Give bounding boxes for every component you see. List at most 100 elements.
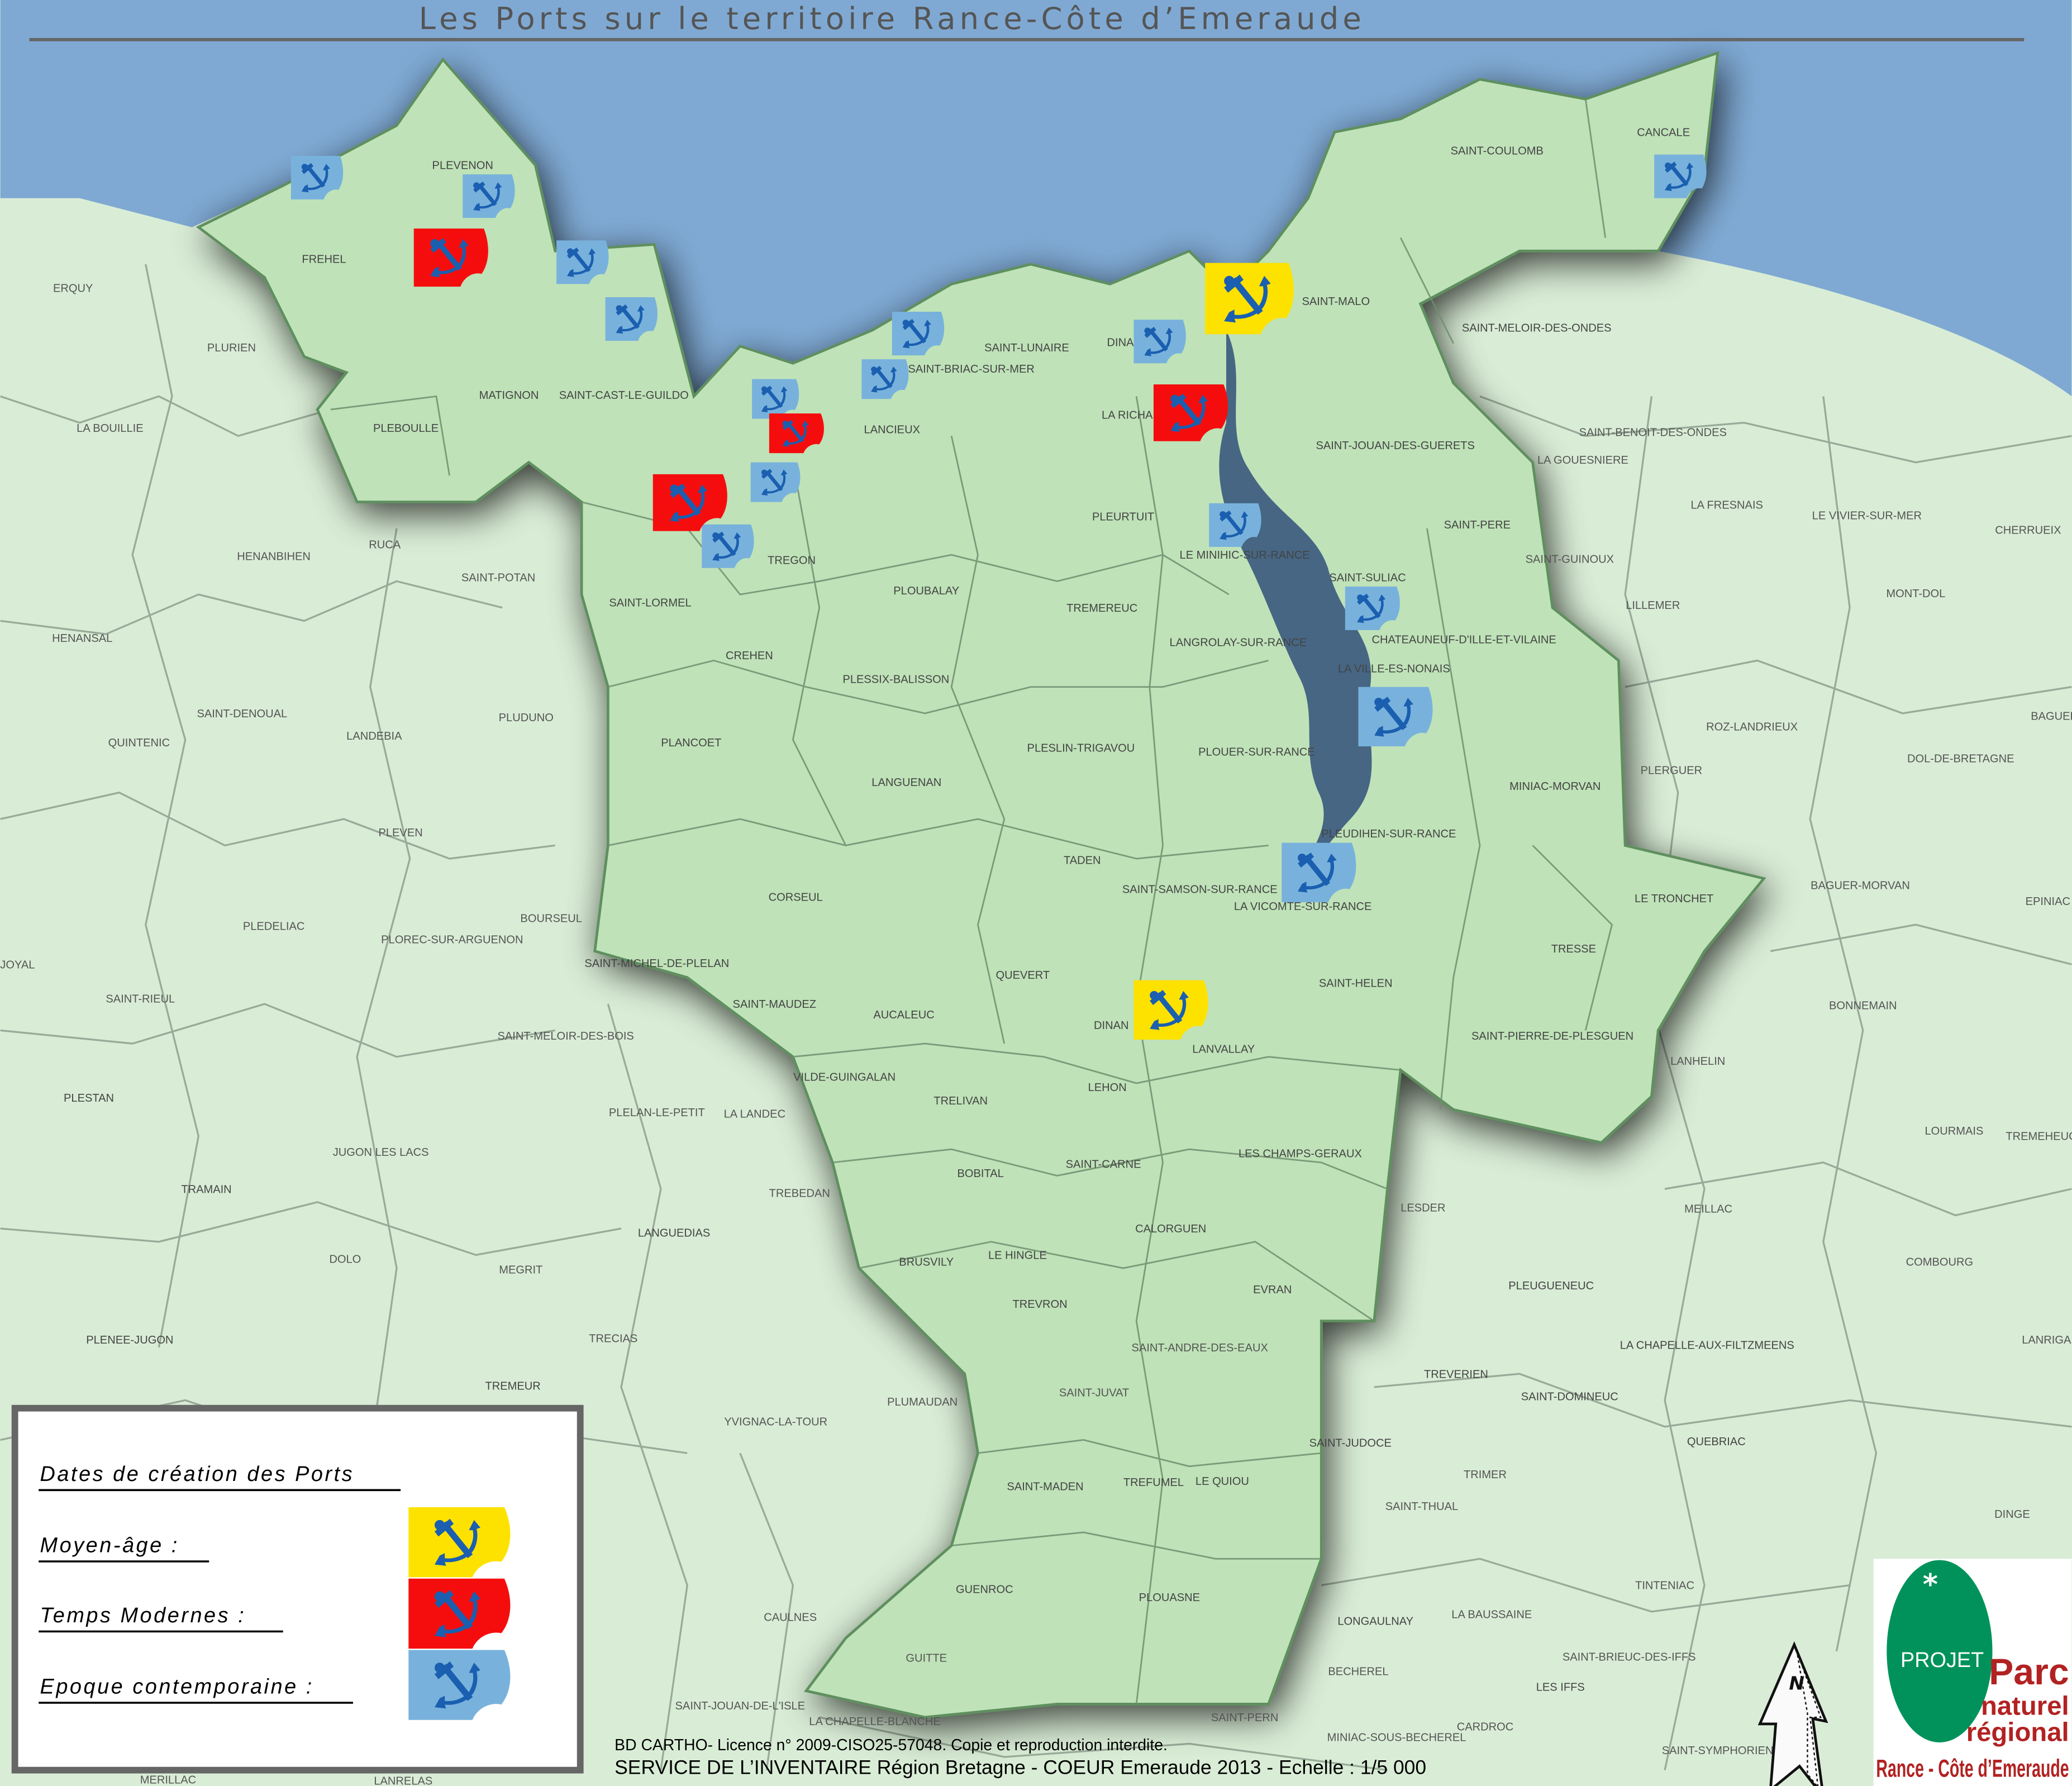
- town-label: SAINT-SYMPHORIEN: [1662, 1745, 1774, 1757]
- town-label: SAINT-MALO: [1302, 296, 1370, 308]
- town-label: TRESSE: [1551, 943, 1596, 955]
- town-label: SAINT-DENOUAL: [197, 708, 287, 720]
- town-label: LE VIVIER-SUR-MER: [1812, 509, 1922, 522]
- town-label: TRAMAIN: [181, 1183, 231, 1196]
- town-label: CANCALE: [1637, 127, 1690, 139]
- town-label: SAINT-ANDRE-DES-EAUX: [1132, 1342, 1268, 1354]
- town-label: LE QUIOU: [1195, 1475, 1249, 1488]
- town-label: LA FRESNAIS: [1690, 499, 1763, 511]
- town-label: EPINIAC: [2026, 896, 2070, 908]
- town-label: CHERRUEIX: [1995, 524, 2061, 536]
- sea: [0, 0, 2072, 397]
- town-label: MERILLAC: [140, 1774, 196, 1786]
- port-marker-temps-modernes: [652, 474, 727, 531]
- legend-label-epoque-contemporaine: Epoque contemporaine :: [40, 1675, 314, 1698]
- port-marker-temps-modernes: [769, 413, 824, 454]
- logo-line-naturel: naturel: [1981, 1691, 2069, 1721]
- port-marker-epoque-contemporaine: [861, 359, 909, 399]
- town-label: SAINT-POTAN: [461, 571, 535, 584]
- town-label: LILLEMER: [1626, 599, 1680, 612]
- town-label: PLESSIX-BALISSON: [842, 674, 949, 686]
- rance-estuary-overlay: [1219, 330, 1372, 883]
- town-label: AUCALEUC: [873, 1009, 934, 1021]
- town-label: LA VICOMTE-SUR-RANCE: [1234, 901, 1372, 913]
- town-label: QUINTENIC: [108, 737, 170, 749]
- town-label: SAINT-CARNE: [1066, 1158, 1141, 1170]
- credits: BD CARTHO- Licence n° 2009-CISO25-57048.…: [615, 1736, 1426, 1779]
- port-marker-epoque-contemporaine: [605, 297, 658, 341]
- town-label: LANGROLAY-SUR-RANCE: [1170, 636, 1307, 649]
- town-label: LANCIEUX: [864, 424, 920, 436]
- town-label: SAINT-PERE: [1444, 519, 1511, 531]
- town-label: QUEVERT: [996, 969, 1050, 982]
- town-label: SAINT-JOUAN-DE-L'ISLE: [675, 1700, 806, 1712]
- town-label: SAINT-HELEN: [1319, 977, 1393, 989]
- town-label: TADEN: [1064, 854, 1101, 866]
- town-label: LANGUENAN: [871, 777, 941, 789]
- town-label: LESDER: [1401, 1202, 1445, 1214]
- town-label: TRIMER: [1464, 1469, 1507, 1481]
- town-label: PLEBOULLE: [373, 422, 439, 435]
- port-marker-epoque-contemporaine: [752, 379, 799, 419]
- town-label: PLELAN-LE-PETIT: [609, 1107, 705, 1119]
- town-label: ROZ-LANDRIEUX: [1706, 721, 1798, 734]
- legend-swatch-epoque-contemporaine: [408, 1650, 511, 1720]
- town-label: LE TRONCHET: [1635, 893, 1713, 905]
- town-label: SAINT-MICHEL-DE-PLELAN: [584, 958, 729, 970]
- credit-service: SERVICE DE L’INVENTAIRE Région Bretagne …: [615, 1756, 1426, 1779]
- town-label: SAINT-GUINOUX: [1526, 553, 1614, 565]
- town-label: PLUMAUDAN: [887, 1396, 958, 1408]
- town-label: PLENEE-JUGON: [86, 1334, 173, 1346]
- town-label: PLEUDIHEN-SUR-RANCE: [1321, 828, 1456, 840]
- town-label: PLOUASNE: [1139, 1592, 1200, 1604]
- town-label: PLEDELIAC: [243, 921, 304, 933]
- town-label: GUITTE: [906, 1652, 947, 1665]
- town-label: BAGUER: [2031, 711, 2072, 723]
- town-label: LA CHAPELLE-BLANCHE: [809, 1716, 940, 1728]
- port-marker-moyen-age: [1205, 263, 1294, 335]
- town-label: MONT-DOL: [1886, 588, 1945, 600]
- town-label: QUEBRIAC: [1687, 1436, 1746, 1448]
- town-label: HENANSAL: [52, 632, 112, 645]
- town-label: MATIGNON: [479, 389, 539, 402]
- north-arrow: N: [1757, 1641, 1828, 1786]
- town-label: SAINT-THUAL: [1385, 1501, 1459, 1513]
- port-marker-temps-modernes: [413, 228, 488, 287]
- town-label: SAINT-JOUAN-DES-GUERETS: [1316, 440, 1474, 452]
- town-label: PLOUER-SUR-RANCE: [1198, 746, 1315, 759]
- town-label: LA VILLE-ES-NONAIS: [1338, 663, 1450, 675]
- logo-badge-text: PROJET: [1900, 1649, 1984, 1672]
- town-label: LOURMAIS: [1925, 1125, 1983, 1137]
- port-marker-epoque-contemporaine: [1209, 503, 1261, 547]
- legend-label-temps-modernes: Temps Modernes :: [40, 1604, 246, 1627]
- town-label: CHATEAUNEUF-D'ILLE-ET-VILAINE: [1371, 634, 1556, 646]
- legend-swatch-moyen-age: [408, 1507, 511, 1578]
- town-label: EVRAN: [1253, 1284, 1292, 1296]
- town-label: SAINT-BRIEUC-DES-IFFS: [1563, 1651, 1696, 1663]
- town-label: PLOREC-SUR-ARGUENON: [381, 934, 523, 946]
- town-label: LANRELAS: [374, 1775, 432, 1786]
- credit-licence: BD CARTHO- Licence n° 2009-CISO25-57048.…: [615, 1736, 1168, 1754]
- town-label: YVIGNAC-LA-TOUR: [724, 1416, 827, 1428]
- territory-rance-cote-emeraude: [196, 51, 1766, 1719]
- port-marker-temps-modernes: [1153, 384, 1228, 441]
- town-label: VILDE-GUINGALAN: [793, 1071, 896, 1083]
- town-label: SAINT-BRIAC-SUR-MER: [908, 363, 1034, 375]
- north-arrow-label: N: [1789, 1672, 1804, 1694]
- town-label: DINAN: [1094, 1020, 1128, 1032]
- town-label: SAINT-COULOMB: [1451, 145, 1544, 158]
- port-marker-epoque-contemporaine: [556, 240, 609, 284]
- town-label: LA BOUILLIE: [77, 422, 143, 435]
- port-marker-epoque-contemporaine: [1358, 687, 1433, 747]
- town-label: PLESLIN-TRIGAVOU: [1027, 742, 1135, 754]
- port-marker-epoque-contemporaine: [1282, 842, 1356, 903]
- town-label: TREVRON: [1013, 1298, 1068, 1311]
- town-label: PLERGUER: [1641, 765, 1702, 777]
- town-label: DOL-DE-BRETAGNE: [1907, 752, 2014, 765]
- town-label: LANVALLAY: [1192, 1044, 1255, 1056]
- town-label: SAINT-LORMEL: [609, 597, 691, 609]
- town-label: SAINT-MELOIR-DES-ONDES: [1462, 322, 1612, 335]
- town-label: SAINT-LUNAIRE: [984, 342, 1069, 354]
- town-label: TREFUMEL: [1123, 1477, 1184, 1489]
